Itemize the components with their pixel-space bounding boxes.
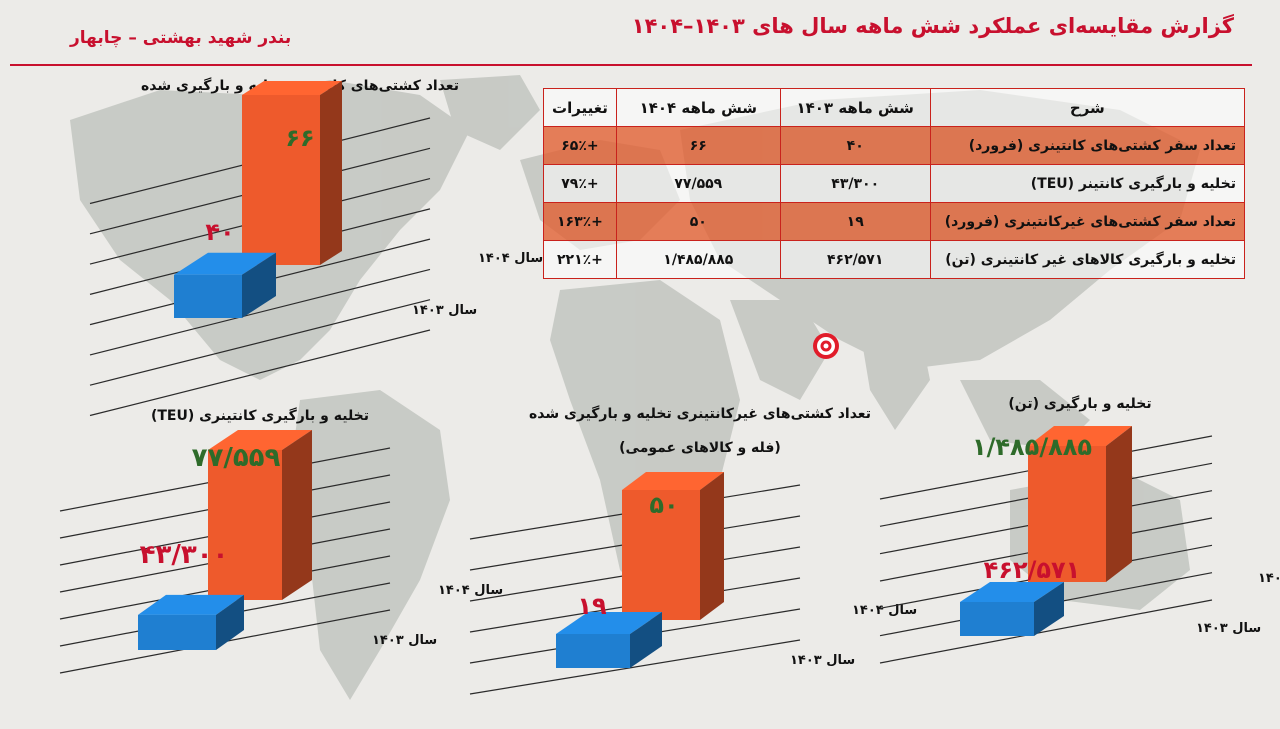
category-label-1403: سال ۱۴۰۳ — [412, 303, 477, 318]
bar-1403 — [960, 582, 1064, 636]
value-label-1403: ۴۳/۳۰۰ — [140, 540, 229, 570]
bar-1404-front — [622, 490, 700, 620]
bar-1404-top — [622, 472, 724, 490]
value-label-1403: ۴۰ — [205, 218, 234, 246]
port-name: بندر شهید بهشتی – چابهار — [70, 28, 292, 48]
table-header-row: شرح شش ماهه ۱۴۰۳ شش ماهه ۱۴۰۴ تغییرات — [543, 88, 1246, 127]
comparison-table: شرح شش ماهه ۱۴۰۳ شش ماهه ۱۴۰۴ تغییرات تع… — [543, 88, 1246, 279]
bar-1404-front — [242, 95, 320, 265]
bar-1403-top — [138, 594, 244, 615]
grid-line — [89, 268, 431, 356]
chabahar-location-marker — [813, 333, 839, 359]
row-value-1404: ۷۷/۵۵۹ — [615, 164, 781, 203]
bar-1403-side — [242, 252, 276, 318]
bar-1404-side — [282, 430, 312, 600]
bar-1404-top — [208, 430, 312, 450]
bar-1403-top — [960, 582, 1064, 602]
bar-1403-front — [174, 274, 242, 318]
grid-line — [469, 639, 801, 695]
header-description: شرح — [929, 88, 1246, 127]
value-label-1404: ۱/۴۸۵/۸۸۵ — [972, 433, 1092, 461]
row-description: تخلیه و بارگیری کالاهای غیر کانتینری (تن… — [929, 240, 1246, 279]
grid-line — [89, 329, 431, 417]
bar-1403-top — [556, 612, 662, 634]
title-divider — [10, 64, 1252, 66]
row-value-1403: ۴۰ — [779, 126, 931, 165]
south-america-shape — [290, 390, 450, 700]
bar-1404-top — [242, 81, 342, 95]
table-row: تخلیه و بارگیری کالاهای غیر کانتینری (تن… — [543, 240, 1246, 279]
row-value-1404: ۶۶ — [615, 126, 781, 165]
arabia-shape — [730, 300, 830, 400]
category-label-1403: سال ۱۴۰۳ — [1196, 621, 1261, 636]
row-description: تعداد سفر کشتی‌های کانتینری (فرورد) — [929, 126, 1246, 165]
row-description: تعداد سفر کشتی‌های غیرکانتینری (فرورد) — [929, 202, 1246, 241]
row-change: +۷۹٪ — [543, 164, 617, 203]
bar-1403-side — [1034, 582, 1064, 636]
value-label-1404: ۵۰ — [649, 491, 678, 519]
table-row: تعداد سفر کشتی‌های کانتینری (فرورد) ۴۰ ۶… — [543, 126, 1246, 165]
value-label-1404: ۶۶ — [285, 124, 314, 152]
bar-1403 — [174, 252, 276, 318]
value-label-1403: ۴۶۲/۵۷۱ — [984, 556, 1081, 584]
category-label-1404: سال ۱۴۰۴ — [438, 583, 503, 598]
bar-1404-side — [700, 472, 724, 620]
chart4-title: تخلیه و بارگیری (تن) — [1008, 396, 1152, 412]
row-value-1403: ۴۶۲/۵۷۱ — [779, 240, 931, 279]
india-shape — [860, 330, 930, 430]
grid-line — [89, 299, 431, 386]
bar-1404-front — [208, 450, 282, 600]
bar-1403-front — [138, 614, 216, 650]
bar-1403 — [138, 594, 244, 650]
chart3-subtitle: (فله و کالاهای عمومی) — [619, 440, 781, 456]
category-label-1404: سال ۱۴۰۴ — [852, 603, 917, 618]
bar-1403-top — [174, 252, 276, 275]
category-label-1404: سال ۱۴۰۴ — [478, 251, 543, 266]
row-description: تخلیه و بارگیری کانتینر (TEU) — [929, 164, 1246, 203]
bar-1404-front — [1028, 446, 1106, 582]
bar-1404 — [242, 81, 342, 265]
header-1403: شش ماهه ۱۴۰۳ — [779, 88, 931, 127]
row-value-1403: ۱۹ — [779, 202, 931, 241]
table-row: تعداد سفر کشتی‌های غیرکانتینری (فرورد) ۱… — [543, 202, 1246, 241]
bar-1404 — [1028, 426, 1132, 582]
value-label-1403: ۱۹ — [577, 592, 607, 620]
chart2-title: تخلیه و بارگیری کانتینری (TEU) — [150, 408, 370, 424]
row-value-1404: ۱/۴۸۵/۸۸۵ — [615, 240, 781, 279]
bar-1404-side — [1106, 426, 1132, 582]
bar-1404 — [208, 430, 312, 600]
bar-1403-side — [216, 594, 244, 650]
grid-line — [879, 599, 1213, 664]
greenland-shape — [440, 75, 540, 150]
bar-1403 — [556, 612, 662, 668]
page-title: گزارش مقایسه‌ای عملکرد شش ماهه سال های ۱… — [631, 14, 1234, 38]
category-label-1403: سال ۱۴۰۳ — [790, 653, 855, 668]
bar-1404-top — [1028, 426, 1132, 446]
bar-1404 — [622, 472, 724, 620]
row-change: +۶۵٪ — [543, 126, 617, 165]
category-label-1403: سال ۱۴۰۳ — [372, 633, 437, 648]
chart3-title: تعداد کشتی‌های غیرکانتینری تخلیه و بارگی… — [529, 406, 871, 422]
row-change: +۲۲۱٪ — [543, 240, 617, 279]
bar-1403-front — [556, 634, 630, 668]
bar-1404-side — [320, 81, 342, 265]
bar-1403-side — [630, 612, 662, 668]
header-change: تغییرات — [543, 88, 617, 127]
category-label-1404: سال ۱۴۰۴ — [1258, 571, 1280, 586]
value-label-1404: ۷۷/۵۵۹ — [192, 443, 281, 473]
bar-1403-front — [960, 602, 1034, 636]
